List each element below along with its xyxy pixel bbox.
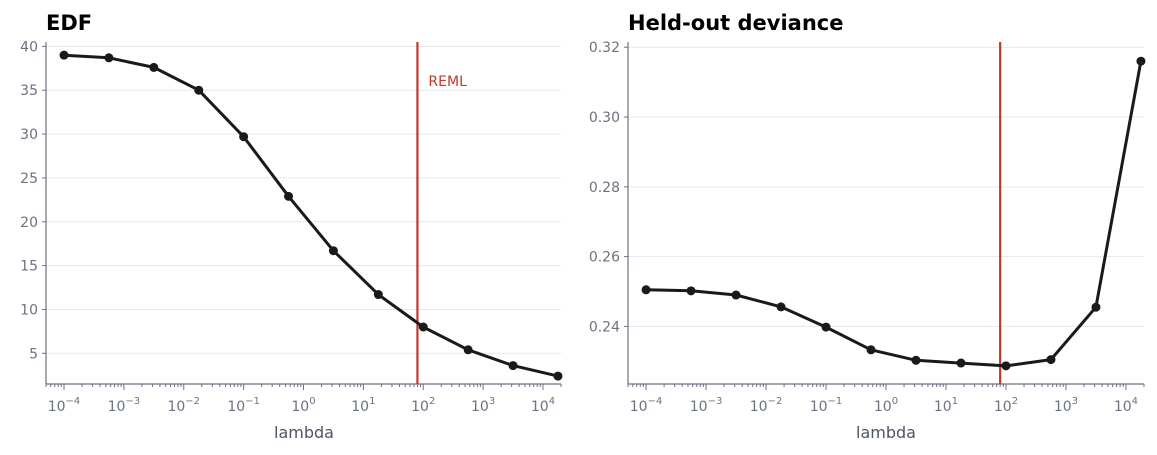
x-tick-label: 100 [874, 396, 898, 415]
x-tick-label: 10−4 [630, 396, 663, 415]
y-tick-label: 0.24 [589, 319, 620, 335]
chart-title: Held-out deviance [628, 11, 843, 35]
data-point [194, 85, 204, 95]
data-point [149, 62, 159, 72]
data-point [418, 322, 428, 332]
y-tick-label: 15 [20, 259, 38, 275]
data-point [239, 132, 249, 142]
x-tick-label: 102 [994, 396, 1018, 415]
y-tick-label: 0.30 [589, 110, 620, 126]
data-point [866, 345, 876, 355]
y-tick-label: 0.28 [589, 180, 620, 196]
chart-title: EDF [46, 11, 92, 35]
series-line [62, 53, 560, 378]
data-point [641, 285, 651, 295]
data-point [59, 50, 69, 60]
x-tick-label: 102 [411, 396, 435, 415]
data-point [463, 345, 473, 355]
data-point [1001, 361, 1011, 371]
data-point [956, 358, 966, 368]
data-point [911, 355, 921, 365]
data-point [508, 361, 518, 371]
x-tick-label: 100 [291, 396, 315, 415]
x-tick-label: 10−2 [750, 396, 783, 415]
y-tick-label: 10 [20, 302, 38, 318]
x-tick-label: 103 [1054, 396, 1078, 415]
x-axis-label: lambda [274, 423, 334, 442]
x-tick-label: 10−3 [690, 396, 723, 415]
y-tick-label: 35 [20, 83, 38, 99]
data-point [731, 290, 741, 300]
y-tick-label: 0.32 [589, 40, 620, 56]
data-point [1091, 302, 1101, 312]
x-tick-label: 101 [934, 396, 958, 415]
y-tick-label: 40 [20, 39, 38, 55]
x-tick-label: 10−1 [810, 396, 843, 415]
x-axis-label: lambda [856, 423, 916, 442]
deviance-chart-panel: Held-out deviance lambda 0.24 0.26 0.28 0.3… [589, 11, 1146, 442]
data-point [373, 290, 383, 300]
y-tick-label: 20 [20, 215, 38, 231]
data-point [686, 286, 696, 296]
y-tick-label: 25 [20, 171, 38, 187]
y-tick-label: 0.26 [589, 250, 620, 266]
data-point [1046, 355, 1056, 365]
series-line [644, 59, 1143, 368]
x-tick-label: 10−4 [48, 396, 81, 415]
data-point [1136, 56, 1146, 66]
data-point [776, 302, 786, 312]
y-tick-label: 30 [20, 127, 38, 143]
edf-chart-panel: EDF lambda 5 10 15 20 25 30 35 40 10−4 10−3 10−2 10… [20, 11, 563, 442]
data-point [328, 246, 338, 256]
data-point [821, 322, 831, 332]
x-tick-label: 104 [1114, 396, 1138, 415]
data-point [104, 53, 114, 63]
x-tick-label: 101 [351, 396, 375, 415]
y-tick-label: 5 [29, 346, 38, 362]
reference-line-label: REML [428, 74, 467, 90]
data-point [553, 371, 563, 381]
data-point [284, 191, 294, 201]
x-tick-label: 103 [471, 396, 495, 415]
x-tick-label: 10−2 [167, 396, 200, 415]
x-tick-label: 10−3 [108, 396, 141, 415]
x-tick-label: 104 [531, 396, 555, 415]
x-tick-label: 10−1 [227, 396, 260, 415]
